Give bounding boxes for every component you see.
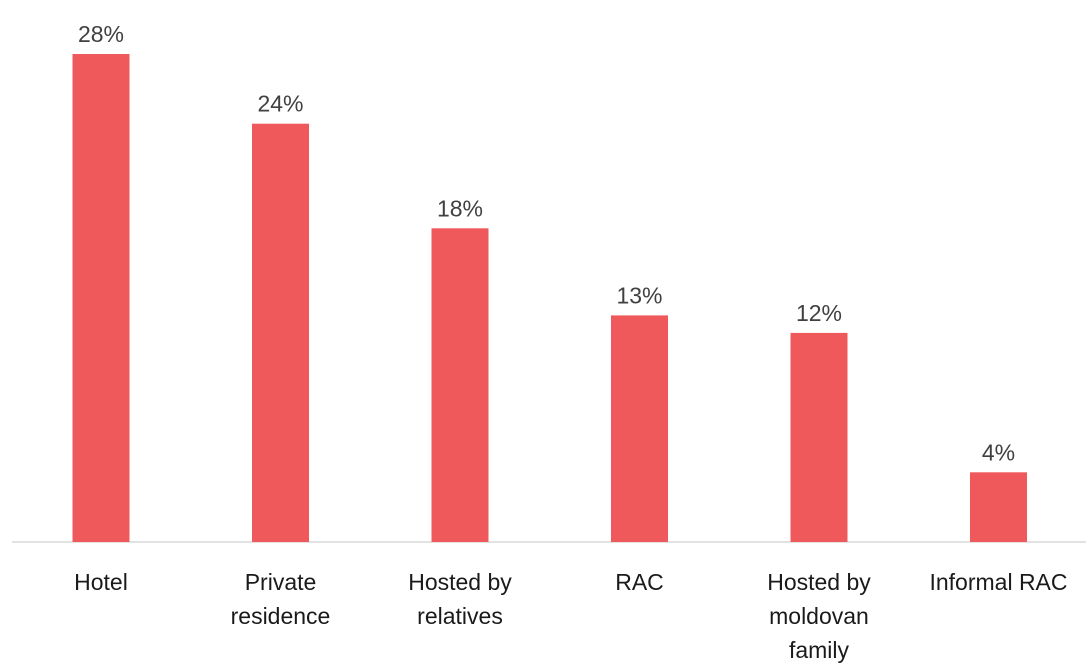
category-label-line: residence [231,603,331,629]
category-label-line: relatives [417,603,503,629]
bars-group [72,54,1027,543]
category-label: Hosted by moldovan family [767,569,871,663]
category-label: Private residence [231,569,331,629]
category-label: Hosted by relatives [408,569,512,629]
category-label-line: RAC [615,569,664,595]
category-label-line: Private [245,569,317,595]
category-label: Hotel [74,569,128,595]
bar-value-label: 24% [257,91,303,117]
bar-value-label: 13% [616,282,662,308]
bar [252,123,309,542]
bar-value-label: 4% [982,439,1015,465]
category-label: RAC [615,569,664,595]
category-label-line: Hosted by [408,569,512,595]
bar [72,54,130,542]
category-label-line: Informal RAC [929,569,1067,595]
bar-value-label: 28% [78,21,124,47]
bar-value-label: 18% [437,195,483,221]
category-label-line: Hotel [74,569,128,595]
bar [970,472,1027,542]
category-label-line: family [789,637,850,663]
category-label-line: Hosted by [767,569,871,595]
bar [611,315,668,542]
category-label-line: moldovan [769,603,869,629]
category-label: Informal RAC [929,569,1067,595]
bar [790,332,848,542]
bar [431,228,489,543]
category-labels-group: Hotel Private residence Hosted by relatives R… [74,569,1067,663]
value-labels-group: 28% 24% 18% 13% 12% 4% [78,21,1015,465]
bar-value-label: 12% [796,300,842,326]
